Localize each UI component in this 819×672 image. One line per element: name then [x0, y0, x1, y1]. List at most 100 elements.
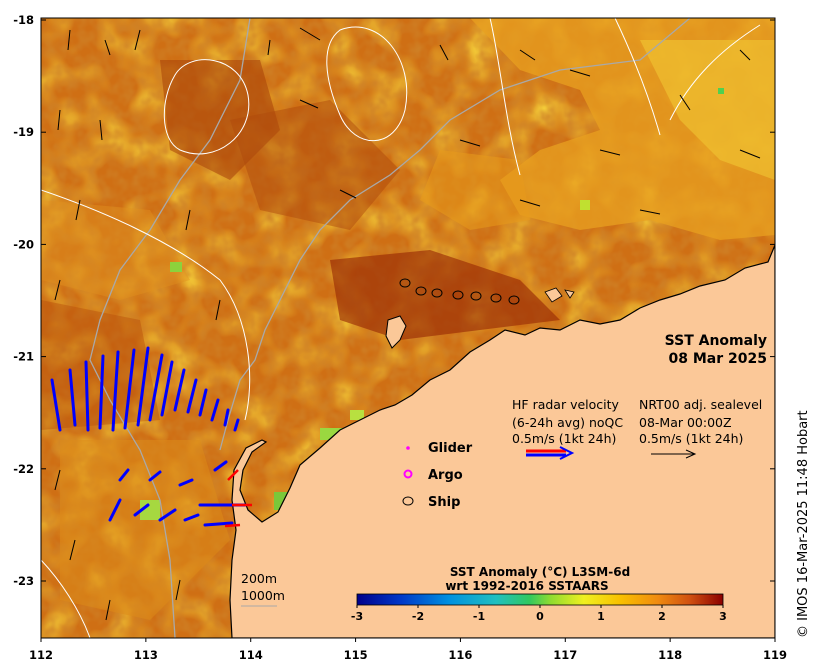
sealevel-vector	[75, 199, 81, 221]
hf-vector	[98, 354, 105, 430]
colorbar-tick-label: 2	[658, 610, 666, 623]
bathymetry-1000m	[89, 18, 251, 638]
sealevel-vector	[339, 189, 357, 199]
hf-radar-legend-line3: 0.5m/s (1kt 24h)	[512, 431, 616, 446]
sealevel-vector	[639, 209, 661, 215]
sealevel-contour	[489, 18, 521, 176]
hf-vector	[203, 521, 234, 527]
sealevel-contour	[41, 189, 251, 421]
ship-marker	[415, 286, 427, 296]
sst-green-spot	[718, 88, 724, 94]
island	[544, 287, 563, 303]
lat-tick-label: -19	[13, 125, 34, 139]
sealevel-contour	[669, 24, 761, 121]
sst-warm-patch	[420, 150, 530, 230]
sst-field: SST Anomaly 08 Mar 2025 HF radar velocit…	[41, 18, 775, 638]
sst-warm-patch	[640, 40, 775, 180]
colorbar-tick-label: 1	[597, 610, 605, 623]
hf-vector	[68, 368, 77, 427]
ship-marker	[452, 290, 464, 300]
ship-marker	[490, 293, 502, 303]
bathymetry-contours	[89, 18, 691, 638]
lon-tick-label: 119	[763, 648, 787, 662]
hf-radar-legend-line1: HF radar velocity	[512, 397, 620, 412]
latitude-axis: -18 -19 -20 -21 -22 -23	[13, 13, 775, 588]
sst-cool-patch	[230, 100, 400, 230]
longitude-axis: 112 113 114 115 116 117 118 119	[29, 638, 787, 662]
sealevel-vector	[599, 149, 621, 156]
lat-tick-label: -23	[13, 574, 34, 588]
colorbar-ticks: -3 -2 -1 0 1 2 3	[351, 605, 727, 623]
hf-vector	[183, 513, 200, 522]
ship-marker	[470, 291, 482, 301]
sealevel-legend-line2: 08-Mar 00:00Z	[639, 415, 732, 430]
sst-green-spot	[580, 200, 590, 210]
hf-vector	[198, 388, 208, 417]
sealevel-vector	[739, 49, 751, 61]
sealevel-vector	[185, 209, 191, 231]
sealevel-vector	[54, 469, 61, 491]
sst-green-spot	[350, 410, 364, 420]
hf-vector	[178, 478, 194, 487]
depth-label-200m: 200m	[241, 571, 277, 586]
glider-label: Glider	[428, 441, 473, 456]
hf-vector-red	[227, 469, 239, 481]
sealevel-vector	[134, 29, 141, 51]
imos-credit-text: © IMOS 16-Mar-2025 11:48 Hobart	[796, 410, 811, 638]
colorbar-tick-label: 3	[719, 610, 727, 623]
hf-vector	[186, 378, 198, 414]
sealevel-contour	[326, 26, 408, 142]
barrow-island	[385, 315, 407, 349]
argo-label: Argo	[428, 468, 463, 483]
hf-vector-red	[224, 523, 241, 528]
argo-marker	[403, 469, 413, 479]
hf-vector	[148, 470, 162, 482]
colorbar-tick-label: 0	[536, 610, 544, 623]
map-title-line1: SST Anomaly	[665, 333, 767, 349]
hf-vector	[108, 498, 122, 522]
hf-vector	[148, 353, 164, 422]
hf-vector	[213, 460, 228, 472]
sealevel-vector	[57, 109, 61, 131]
sealevel-vector	[99, 119, 103, 141]
sealevel-legend-line1: NRT00 adj. sealevel	[639, 397, 762, 412]
colorbar-title-line1: SST Anomaly (°C) L3SM-6d	[450, 565, 630, 579]
hf-vector	[136, 346, 150, 427]
colorbar	[356, 593, 724, 606]
hf-radar-vectors	[50, 346, 247, 527]
colorbar-tick-label: -2	[412, 610, 424, 623]
hf-vector	[223, 408, 230, 427]
plot-frame	[40, 17, 776, 639]
sealevel-legend-line3: 0.5m/s (1kt 24h)	[639, 431, 743, 446]
sealevel-vector	[54, 279, 61, 301]
lon-tick-label: 113	[134, 648, 158, 662]
lat-tick-label: -21	[13, 350, 34, 364]
sst-cool-patch	[330, 250, 560, 340]
glider-marker	[406, 446, 410, 450]
sealevel-contours	[41, 18, 761, 638]
lon-tick-label: 118	[658, 648, 682, 662]
hf-vector	[210, 398, 220, 422]
sealevel-vectors	[54, 27, 761, 621]
hf-vector	[133, 503, 150, 517]
sealevel-vector	[519, 49, 536, 61]
lat-tick-label: -20	[13, 237, 34, 251]
sealevel-vector	[299, 99, 319, 109]
hf-vector	[118, 468, 130, 482]
sealevel-vector	[215, 299, 221, 321]
bathymetry-200m	[219, 18, 691, 451]
ship-marker	[399, 278, 411, 288]
hf-vector	[160, 360, 174, 417]
island	[564, 289, 575, 299]
ship-marker	[508, 295, 520, 305]
sealevel-vector	[299, 27, 321, 41]
sealevel-vector	[459, 139, 481, 147]
map-title-line2: 08 Mar 2025	[669, 351, 767, 367]
colorbar-tick-label: -1	[473, 610, 485, 623]
sst-green-spot	[140, 500, 160, 520]
sealevel-contour	[163, 59, 250, 155]
colorbar-tick-label: -3	[351, 610, 363, 623]
sealevel-vector	[569, 69, 591, 77]
sealevel-legend-arrow	[651, 449, 697, 459]
